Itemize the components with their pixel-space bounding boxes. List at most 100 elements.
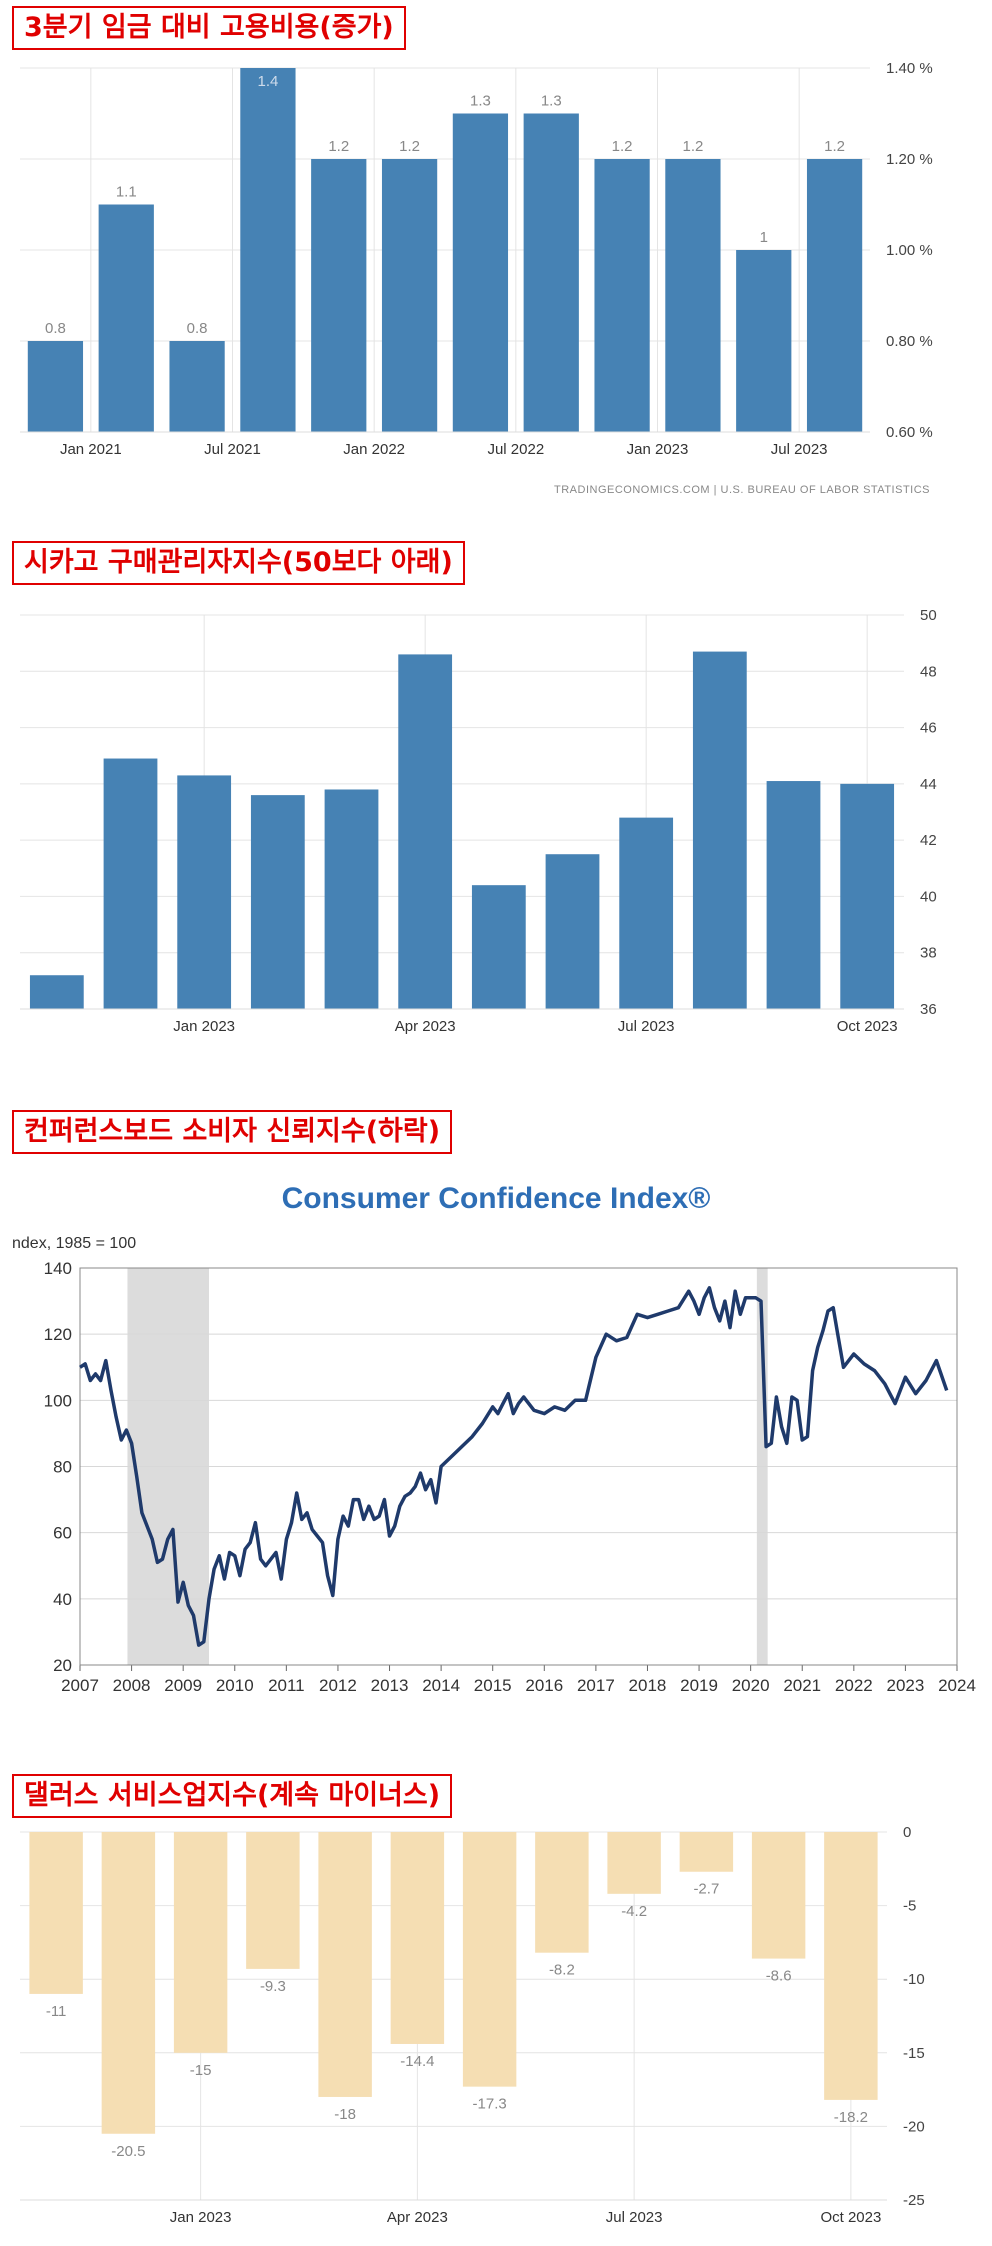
- dallas-data-label: -15: [190, 2062, 212, 2079]
- cci-xtick-label: 2013: [371, 1676, 409, 1695]
- ecw-bar: [594, 159, 650, 432]
- ecw-data-label: 1.4: [257, 73, 278, 90]
- chicago-pmi-ytick-label: 50: [920, 607, 937, 624]
- chicago-pmi-xtick-label: Jul 2023: [618, 1018, 675, 1035]
- chicago-pmi-bar: [766, 781, 821, 1009]
- chicago-pmi-xtick-label: Jan 2023: [173, 1018, 235, 1035]
- cci-ytick-label: 20: [53, 1656, 72, 1675]
- dallas-data-label: -18.2: [834, 2109, 868, 2126]
- dallas-bar: [462, 1832, 517, 2087]
- cci-xtick-label: 2021: [783, 1676, 821, 1695]
- ecw-data-label: 0.8: [45, 320, 66, 337]
- chicago-pmi-bar: [471, 885, 526, 1009]
- ecw-data-label: 1.2: [612, 138, 633, 155]
- chicago-pmi-bar: [619, 817, 674, 1009]
- ecw-bar: [27, 341, 84, 432]
- chicago-pmi-chart: 50 48 46 44 42 40 38 36 Jan 2023 Apr 2023 Jul 2023…: [20, 607, 937, 1035]
- ecw-data-label: 1: [760, 229, 768, 246]
- chicago-pmi-ytick-label: 46: [920, 720, 937, 737]
- dallas-data-label: -4.2: [621, 1903, 647, 1920]
- cci-xtick-label: 2014: [422, 1676, 460, 1695]
- cci-ytick-label: 60: [53, 1524, 72, 1543]
- dallas-xtick-label: Apr 2023: [387, 2209, 448, 2226]
- ecw-bar: [452, 113, 509, 432]
- ecw-bar: [523, 113, 579, 432]
- cci-xtick-label: 2016: [525, 1676, 563, 1695]
- ecw-data-label: 1.2: [682, 138, 703, 155]
- ecw-source-note: TRADINGECONOMICS.COM | U.S. BUREAU OF LA…: [554, 484, 930, 496]
- chicago-pmi-bar: [398, 654, 453, 1009]
- chicago-pmi-ytick-label: 40: [920, 888, 937, 905]
- dallas-ytick-label: -5: [903, 1898, 916, 1915]
- dallas-data-label: -8.2: [549, 1962, 575, 1979]
- ecw-xtick-label: Jul 2023: [771, 441, 828, 458]
- cci-ytick-label: 80: [53, 1458, 72, 1477]
- dallas-bar: [101, 1832, 156, 2134]
- chicago-pmi-bar: [103, 758, 158, 1009]
- dallas-data-label: -2.7: [693, 1881, 719, 1898]
- cci-xtick-label: 2009: [164, 1676, 202, 1695]
- ecw-xtick-label: Jul 2022: [487, 441, 544, 458]
- chicago-pmi-bar: [692, 651, 747, 1009]
- cci-xtick-label: 2022: [835, 1676, 873, 1695]
- dallas-data-label: -20.5: [111, 2143, 145, 2160]
- dallas-bar: [679, 1832, 734, 1872]
- dallas-ytick-label: -15: [903, 2045, 925, 2062]
- dallas-bar: [173, 1832, 228, 2053]
- cci-xtick-label: 2017: [577, 1676, 615, 1695]
- dallas-ytick-label: -20: [903, 2118, 925, 2135]
- consumer-confidence-chart-title: 컨퍼런스보드 소비자 신뢰지수(하락): [12, 1110, 453, 1154]
- dallas-ytick-label: -25: [903, 2192, 925, 2209]
- chicago-pmi-ytick-label: 36: [920, 1001, 937, 1018]
- cci-series-line: [79, 1286, 949, 1647]
- chart-panel-ecw: 1.40 % 1.20 % 1.00 % 0.80 % 0.60 % Jan 2021 Ju…: [0, 0, 992, 520]
- ecw-chart: 1.40 % 1.20 % 1.00 % 0.80 % 0.60 % Jan 2021 Ju…: [20, 60, 933, 496]
- cci-xtick-label: 2018: [629, 1676, 667, 1695]
- dallas-bar: [318, 1832, 372, 2097]
- dallas-xtick-label: Jul 2023: [606, 2209, 663, 2226]
- ecw-ytick-label: 0.80 %: [886, 333, 933, 350]
- chicago-pmi-xtick-label: Apr 2023: [395, 1018, 456, 1035]
- chicago-pmi-bar: [29, 975, 84, 1009]
- chicago-pmi-chart-title: 시카고 구매관리자지수(50보다 아래): [12, 541, 465, 585]
- chicago-pmi-bar: [545, 854, 600, 1009]
- cci-xtick-label: 2011: [268, 1676, 305, 1695]
- consumer-confidence-subtitle: Consumer Confidence Index®: [282, 1182, 711, 1215]
- dallas-data-label: -8.6: [766, 1968, 792, 1985]
- dallas-bar: [390, 1832, 445, 2044]
- chicago-pmi-ytick-label: 38: [920, 945, 937, 962]
- chicago-pmi-xtick-label: Oct 2023: [837, 1018, 898, 1035]
- cci-ytick-label: 40: [53, 1590, 72, 1609]
- cci-ytick-label: 100: [44, 1391, 72, 1410]
- cci-xtick-label: 2024: [938, 1676, 976, 1695]
- cci-xtick-label: 2019: [680, 1676, 718, 1695]
- ecw-bar: [381, 159, 438, 432]
- chicago-pmi-ytick-label: 44: [920, 776, 937, 793]
- cci-xtick-label: 2023: [886, 1676, 924, 1695]
- chicago-pmi-ytick-label: 48: [920, 663, 937, 680]
- dallas-bar: [607, 1832, 661, 1894]
- cci-ytick-label: 140: [44, 1259, 72, 1278]
- cci-ytick-label: 120: [44, 1325, 72, 1344]
- ecw-data-label: 0.8: [187, 320, 208, 337]
- ecw-xtick-label: Jan 2021: [60, 441, 122, 458]
- chicago-pmi-bar: [324, 789, 379, 1009]
- ecw-data-label: 1.2: [824, 138, 845, 155]
- ecw-xtick-label: Jul 2021: [204, 441, 261, 458]
- chart-panel-dallas-services: 0 -5 -10 -15 -20 -25 Jan 2023 Apr 2023 Jul 2023 O…: [0, 1772, 992, 2246]
- dallas-bar: [535, 1832, 589, 1953]
- chicago-pmi-bar: [250, 795, 305, 1009]
- ecw-xtick-label: Jan 2023: [627, 441, 689, 458]
- chicago-pmi-bar: [840, 783, 895, 1009]
- dallas-bar: [751, 1832, 806, 1959]
- ecw-bar: [736, 250, 792, 432]
- dallas-services-chart-title: 댈러스 서비스업지수(계속 마이너스): [12, 1774, 453, 1818]
- dallas-services-chart: 0 -5 -10 -15 -20 -25 Jan 2023 Apr 2023 Jul 2023 O…: [20, 1824, 925, 2226]
- ecw-ytick-label: 0.60 %: [886, 424, 933, 441]
- ecw-data-label: 1.2: [328, 138, 349, 155]
- cci-xtick-label: 2015: [474, 1676, 512, 1695]
- cci-xtick-label: 2007: [61, 1676, 99, 1695]
- ecw-xtick-label: Jan 2022: [343, 441, 405, 458]
- cci-xtick-label: 2008: [113, 1676, 151, 1695]
- chicago-pmi-bar: [177, 775, 232, 1009]
